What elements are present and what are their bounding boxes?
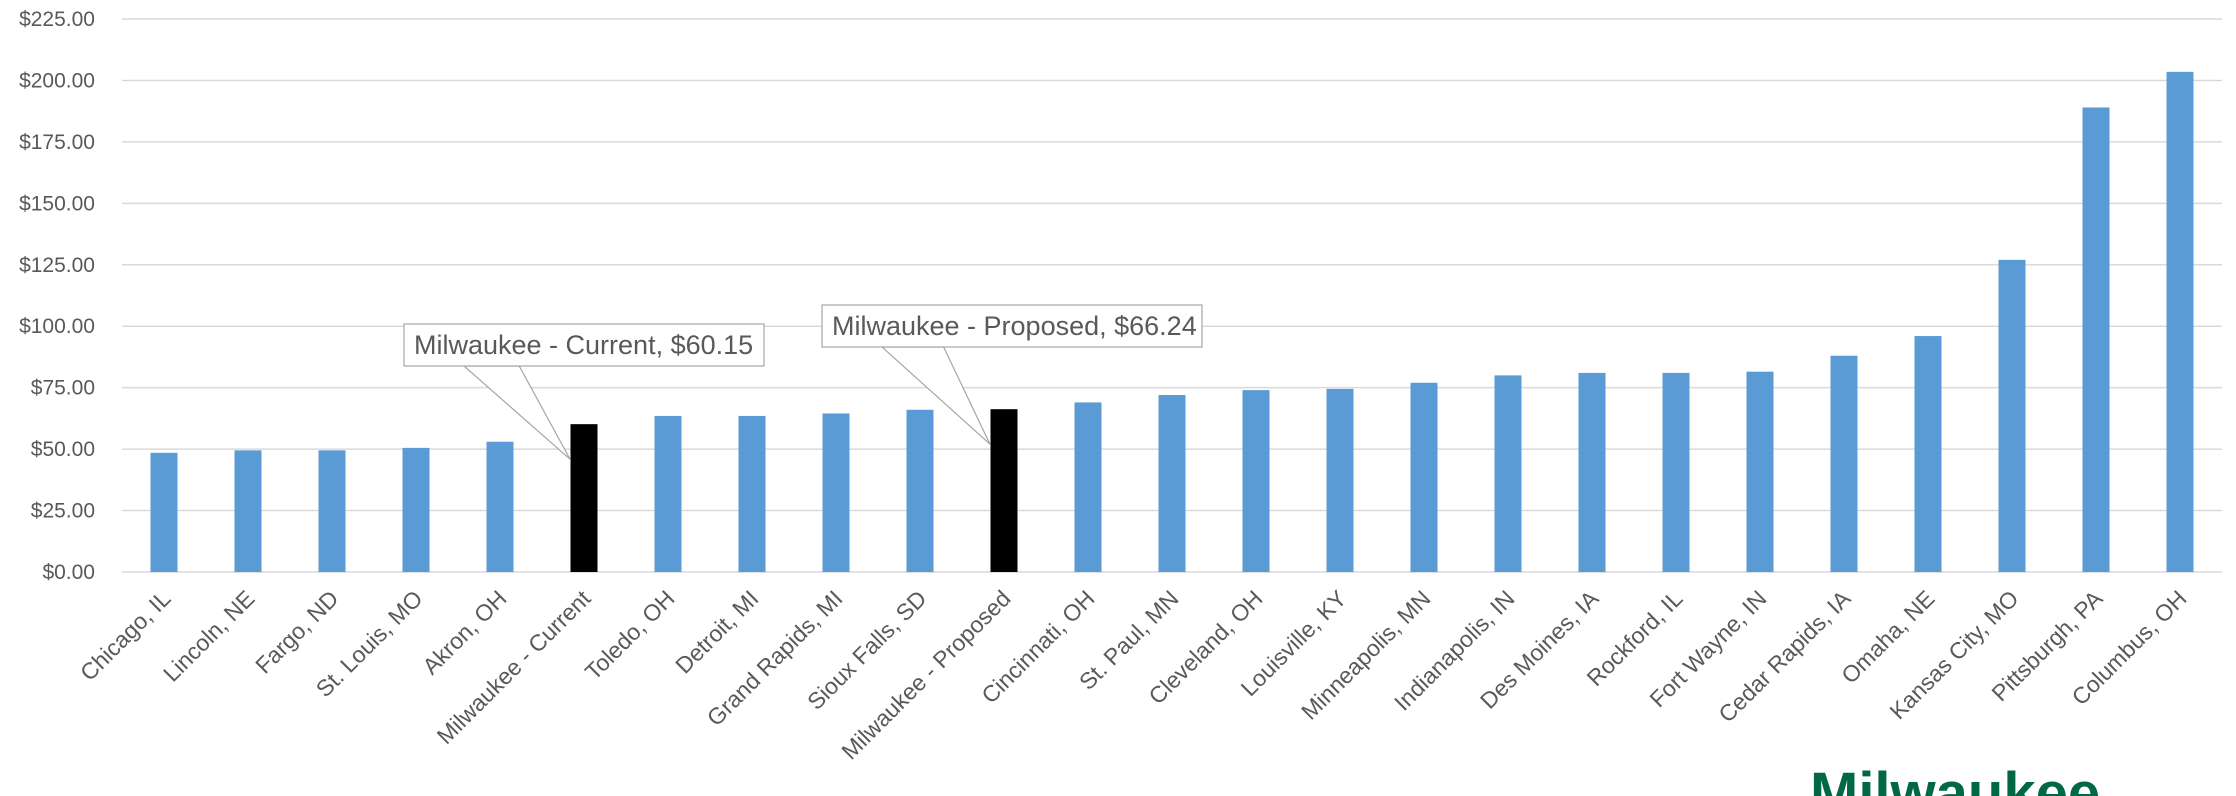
callout-label: Milwaukee - Current, $60.15 [414,330,753,360]
bar [1998,259,2026,572]
y-axis-ticks: $0.00 $25.00 $50.00 $75.00 $100.00 $125.00 $15… [19,8,95,584]
bar [1746,371,1774,572]
bar [1326,388,1354,572]
highlight-bar [570,424,598,572]
callout: Milwaukee - Current, $60.15 [403,323,765,460]
bar [1914,336,1942,572]
bar [486,441,514,572]
bar [822,413,850,572]
bar [1158,395,1186,572]
y-tick-label: $175.00 [19,131,95,154]
bar [906,409,934,572]
bar [150,452,178,572]
bar [1242,390,1270,572]
x-tick-label: Milwaukee - Current [432,585,596,749]
milwaukee-logo: Milwaukee [1810,761,2100,796]
callout: Milwaukee - Proposed, $66.24 [821,304,1203,445]
y-tick-label: $225.00 [19,8,95,31]
x-tick-label: Lincoln, NE [158,585,260,687]
x-tick-label: Toledo, OH [580,585,680,685]
y-tick-label: $150.00 [19,192,95,215]
callout-pointer [462,365,571,460]
bar [2166,71,2194,572]
bars [150,71,2194,572]
callout-box [821,304,1203,348]
y-tick-label: $100.00 [19,315,95,338]
bar [2082,107,2110,572]
bar [654,415,682,572]
bar [234,450,262,572]
bar [1074,402,1102,572]
y-tick-label: $200.00 [19,69,95,92]
bar [1662,372,1690,572]
bar [1494,375,1522,572]
y-tick-label: $75.00 [31,377,95,400]
bar [402,447,430,572]
y-tick-label: $50.00 [31,438,95,461]
x-tick-label: Milwaukee - Proposed [836,585,1015,764]
callout-box [403,323,765,367]
y-tick-label: $0.00 [42,561,95,584]
bar [738,415,766,572]
bar [1410,382,1438,572]
bar [318,450,346,572]
bar [1578,372,1606,572]
callout-label: Milwaukee - Proposed, $66.24 [832,311,1197,341]
callouts: Milwaukee - Current, $60.15 Milwaukee - P… [403,304,1203,460]
callout-pointer [880,346,991,445]
y-tick-label: $125.00 [19,254,95,277]
bar [1830,355,1858,572]
highlight-bar [990,409,1018,572]
y-tick-label: $25.00 [31,500,95,523]
